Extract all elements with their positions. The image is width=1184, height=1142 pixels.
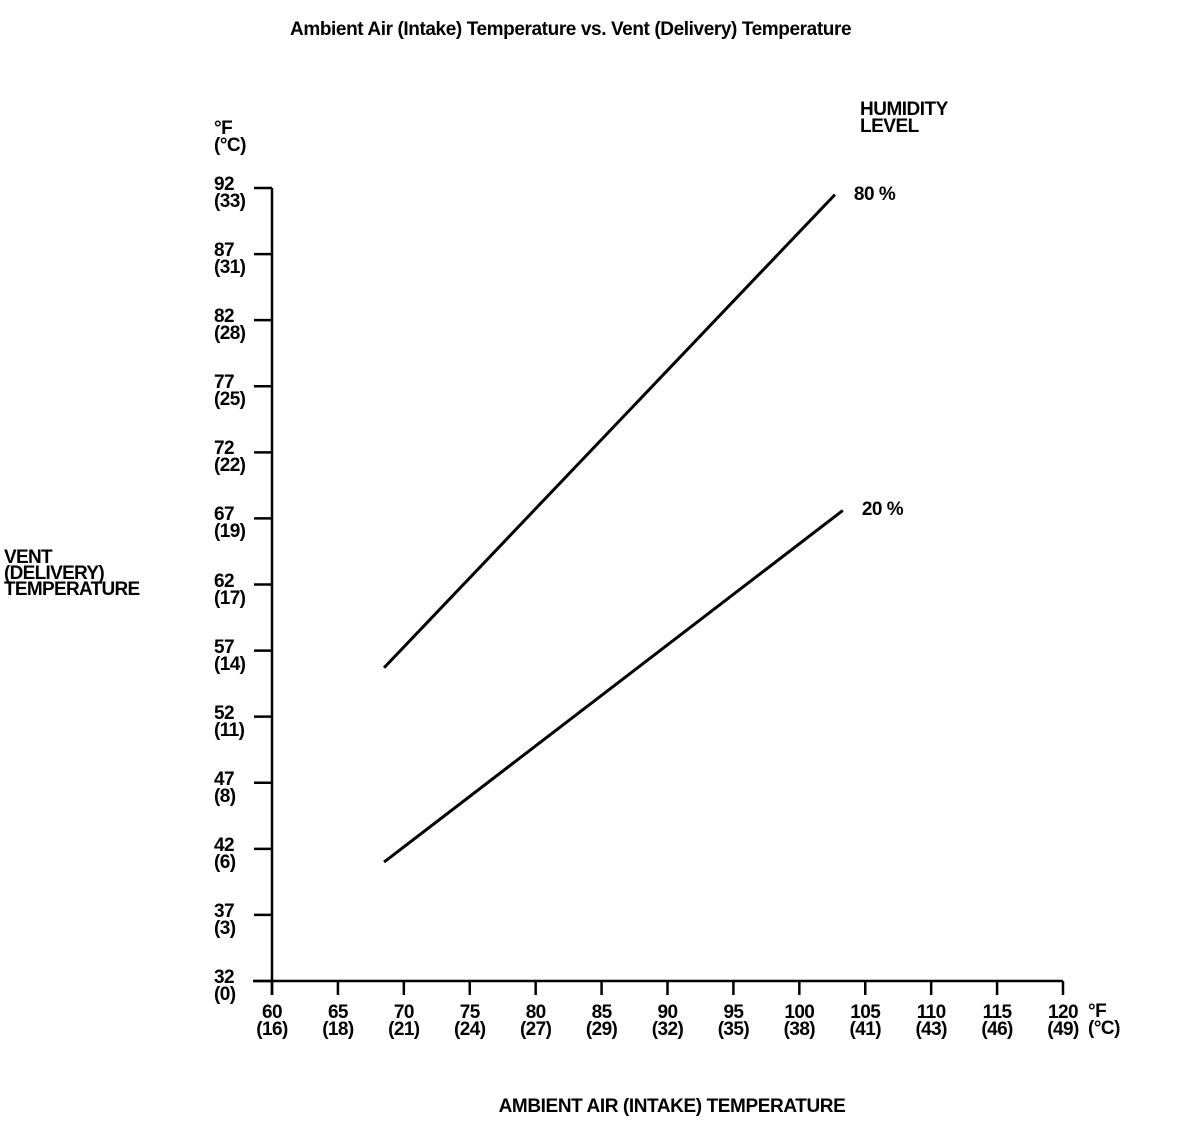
series-label-80-percent: 80 % bbox=[853, 183, 896, 205]
x-tick-label-120: 120 (49) bbox=[1047, 1002, 1079, 1040]
x-axis-title: AMBIENT AIR (INTAKE) TEMPERATURE bbox=[498, 1096, 846, 1117]
y-tick-label-42: 42 (6) bbox=[214, 834, 236, 873]
x-tick-label-95: 95 (35) bbox=[717, 1002, 750, 1040]
y-tick-label-87: 87 (31) bbox=[214, 240, 246, 279]
y-tick-label-77: 77 (25) bbox=[214, 372, 246, 411]
y-tick-label-82: 82 (28) bbox=[214, 306, 246, 345]
series-line-20-percent bbox=[383, 509, 844, 864]
series-line-80-percent bbox=[382, 193, 837, 669]
y-tick-label-32: 32 (0) bbox=[214, 967, 236, 1005]
x-tick-label-70: 70 (21) bbox=[388, 1002, 420, 1040]
y-tick-label-92: 92 (33) bbox=[214, 174, 246, 212]
x-tick-label-65: 65 (18) bbox=[322, 1002, 354, 1040]
y-tick-label-37: 37 (3) bbox=[214, 900, 236, 939]
x-tick-label-90: 90 (32) bbox=[651, 1002, 684, 1040]
y-tick-label-47: 47 (8) bbox=[214, 768, 236, 807]
y-tick-label-52: 52 (11) bbox=[214, 702, 245, 741]
chart-title: Ambient Air (Intake) Temperature vs. Ven… bbox=[290, 19, 852, 40]
x-tick-label-60: 60 (16) bbox=[256, 1002, 288, 1040]
y-axis-unit-label: °F (°C) bbox=[214, 118, 246, 156]
x-tick-label-105: 105 (41) bbox=[849, 1002, 882, 1040]
y-tick-label-67: 67 (19) bbox=[214, 504, 246, 543]
y-tick-label-62: 62 (17) bbox=[214, 570, 246, 609]
legend-title: HUMIDITY LEVEL bbox=[860, 99, 948, 137]
y-tick-label-57: 57 (14) bbox=[214, 636, 246, 675]
x-tick-label-75: 75 (24) bbox=[454, 1002, 486, 1040]
x-tick-label-85: 85 (29) bbox=[585, 1002, 618, 1040]
x-tick-label-115: 115 (46) bbox=[981, 1002, 1013, 1040]
x-tick-label-110: 110 (43) bbox=[915, 1002, 947, 1040]
y-tick-label-72: 72 (22) bbox=[214, 438, 246, 477]
y-axis-title: VENT (DELIVERY) TEMPERATURE bbox=[4, 547, 140, 600]
x-tick-label-80: 80 (27) bbox=[519, 1002, 552, 1040]
x-axis-unit-label: °F (°C) bbox=[1088, 1001, 1120, 1039]
x-tick-label-100: 100 (38) bbox=[783, 1002, 816, 1040]
series-label-20-percent: 20 % bbox=[861, 499, 904, 521]
